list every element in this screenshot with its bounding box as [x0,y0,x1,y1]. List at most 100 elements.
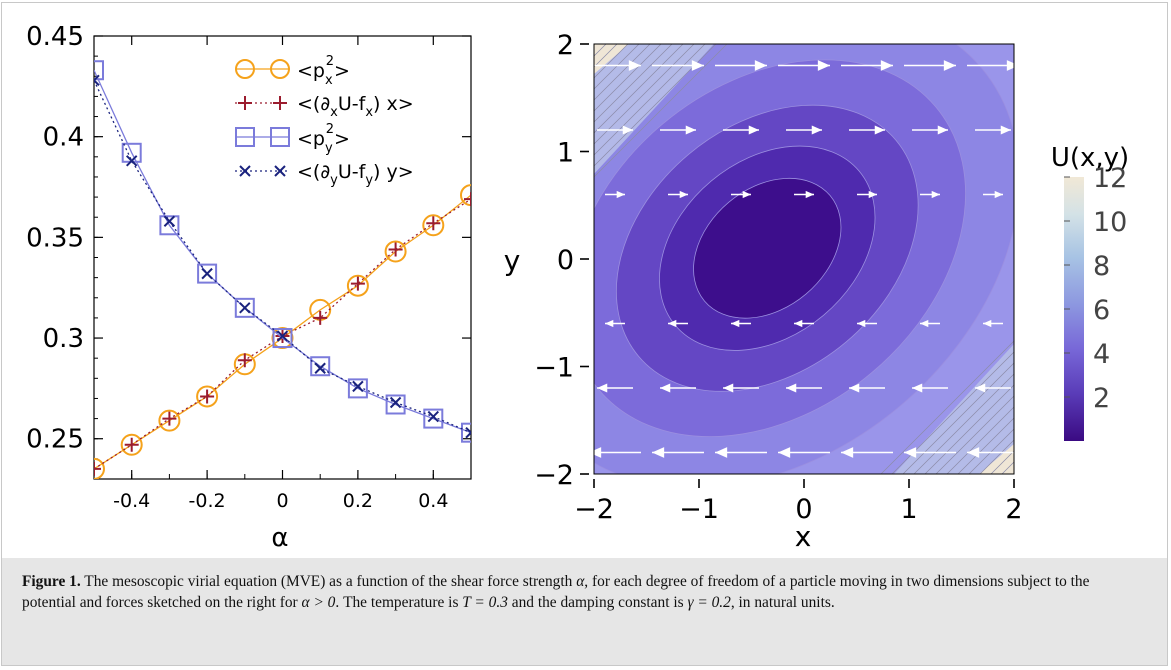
force-arrowhead [723,383,734,393]
force-arrowhead [912,383,923,393]
legend-circle-marker [235,59,255,79]
point-circle [94,457,105,479]
x-tick-label: -0.4 [113,490,150,512]
point-plus [237,353,252,368]
point-square [347,378,368,399]
y-tick-label: 0.35 [26,223,84,253]
force-arrowhead [904,447,917,458]
force-arrowhead [841,447,854,458]
series-line-3 [94,80,471,434]
point-plus [162,411,177,426]
corner-fill [594,44,714,174]
hatch-line [924,384,1014,474]
y-tick-label: 0 [557,245,574,276]
point-circle [158,409,181,432]
x-tick-label: 0 [795,494,812,525]
force-arrowhead [874,125,885,135]
caption-alpha: α [576,573,585,590]
force-arrowhead [1006,60,1014,71]
force-arrowhead [660,383,671,393]
force-arrowhead [1000,125,1011,135]
left-x-axis-label: α [271,523,288,553]
right-x-axis-label: x [795,520,812,553]
point-plus [313,310,328,325]
point-circle [384,240,407,263]
colorbar-tick-label: 8 [1093,251,1110,282]
force-arrowhead [983,319,992,328]
force-arrowhead [652,447,665,458]
point-circle [196,385,219,408]
caption-temperature: T = 0.3 [462,594,508,611]
potential-heatmap [594,44,1014,474]
force-arrowhead [748,125,759,135]
hatch-line [946,406,1014,474]
point-plus [200,389,215,404]
hatch-line [990,450,1014,474]
force-arrowhead [594,447,602,458]
colorbar-ticks: 12 10 8 6 4 2 [1064,163,1127,414]
point-square [310,356,331,377]
force-arrowhead [778,447,791,458]
colorbar-tick-label: 10 [1093,207,1127,238]
x-tick-label: 0.4 [418,490,448,512]
hatch-line [902,362,1014,474]
legend-circle-marker [270,59,290,79]
point-cross [352,380,364,393]
point-square [461,422,471,443]
point-circle [120,433,143,456]
contour-4 [693,177,842,319]
force-arrowhead [754,60,767,71]
y-tick-label: −2 [534,460,574,491]
hatch-line [594,44,640,90]
point-cross [239,302,251,314]
force-arrowhead [811,125,822,135]
caption-text-3: . The temperature is [335,594,463,611]
point-cross [94,74,100,87]
hatch-line [594,44,684,134]
x-tick-label: −2 [574,494,614,525]
point-cross [389,396,402,409]
point-square [385,394,406,415]
point-plus [94,461,101,476]
hatch-line [913,373,1014,474]
point-plus [464,192,471,207]
force-arrowhead [805,190,814,199]
point-cross [125,155,138,167]
caption-band [2,558,1167,665]
hatch-line [594,44,662,112]
force-arrowhead [937,125,948,135]
hatch-line [935,395,1014,474]
hatch-corners [594,44,1014,474]
x-tick-label: 0 [276,490,288,512]
point-plus [350,276,365,291]
colorbar [1064,177,1084,441]
colorbar-tick-label: 4 [1093,339,1110,370]
force-arrowhead [715,447,728,458]
x-tick-label: -0.2 [189,490,226,512]
x-tick-label: 0.2 [343,490,373,512]
caption-damping: γ = 0.2 [687,594,731,611]
point-square [197,263,218,284]
hatch-line [594,44,728,178]
caption-condition: α > 0 [301,594,336,611]
y-tick-label: −1 [534,353,574,384]
point-circle [460,184,471,207]
colorbar-tick-label: 6 [1093,295,1110,326]
contour-bands [594,44,1014,474]
force-arrowhead [668,319,677,328]
force-arrowhead [920,319,929,328]
legend-plus-marker [238,96,287,110]
right-y-axis-label: y [504,244,521,277]
point-cross [276,330,289,342]
caption-text-2: , for each degree of freedom of a partic… [22,573,1090,611]
force-arrowhead [685,125,696,135]
caption-text-4: and the damping constant is [507,594,688,611]
force-arrowhead [794,319,803,328]
caption-label: Figure 1. [22,573,81,590]
hatch-line [968,428,1014,474]
colorbar-title: U(x,y) [1051,143,1129,173]
force-arrowhead [691,60,704,71]
force-arrowhead [731,319,740,328]
